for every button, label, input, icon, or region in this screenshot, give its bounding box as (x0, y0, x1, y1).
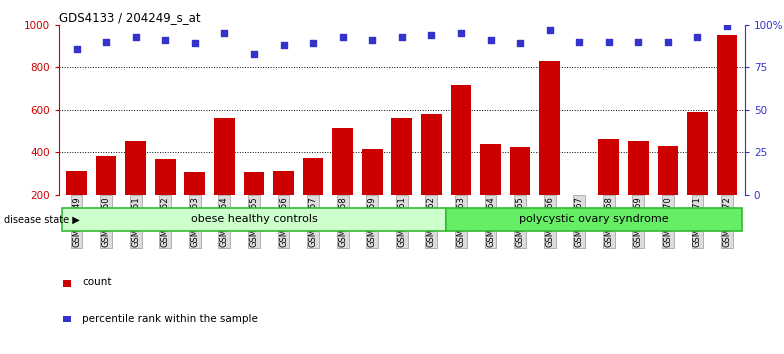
Text: GDS4133 / 204249_s_at: GDS4133 / 204249_s_at (59, 11, 201, 24)
Point (395, 34, 408, 40)
Text: count: count (82, 277, 112, 287)
Point (543, 27, 556, 33)
Bar (569, 195, 590, 237)
Bar (62, 208, 446, 231)
Point (455, 30, 467, 36)
Point (188, 41, 201, 46)
Point (573, 39, 586, 45)
Point (425, 32, 437, 38)
Bar (273, 171, 294, 237)
Bar (303, 158, 324, 237)
Point (100, 39, 112, 45)
Bar (125, 141, 146, 237)
Bar (332, 128, 353, 237)
Text: disease state ▶: disease state ▶ (4, 215, 80, 224)
Bar (510, 147, 531, 237)
Point (603, 39, 615, 45)
Bar (451, 85, 471, 237)
Text: obese healthy controls: obese healthy controls (191, 215, 318, 224)
Point (218, 30, 230, 36)
Point (366, 37, 379, 43)
Point (514, 41, 526, 46)
Bar (66, 171, 87, 237)
Bar (687, 112, 708, 237)
Bar (658, 146, 678, 237)
Bar (155, 159, 176, 237)
Point (720, 24, 733, 29)
Bar (421, 114, 441, 237)
Text: polycystic ovary syndrome: polycystic ovary syndrome (519, 215, 669, 224)
Point (248, 51, 260, 57)
Bar (96, 156, 117, 237)
Bar (391, 118, 412, 237)
Bar (244, 172, 264, 237)
Point (336, 34, 349, 40)
Bar (214, 118, 234, 237)
Point (159, 37, 172, 43)
Point (278, 42, 290, 48)
Point (129, 34, 142, 40)
Point (71, 46, 83, 51)
Bar (362, 149, 383, 237)
Text: percentile rank within the sample: percentile rank within the sample (82, 314, 258, 324)
Point (662, 39, 674, 45)
Point (632, 39, 644, 45)
Bar (717, 35, 738, 237)
Point (691, 34, 704, 40)
Bar (184, 172, 205, 237)
Bar (480, 144, 501, 237)
Point (307, 41, 319, 46)
Bar (628, 141, 648, 237)
Bar (446, 208, 742, 231)
Bar (598, 139, 619, 237)
Point (485, 37, 497, 43)
Bar (539, 61, 560, 237)
